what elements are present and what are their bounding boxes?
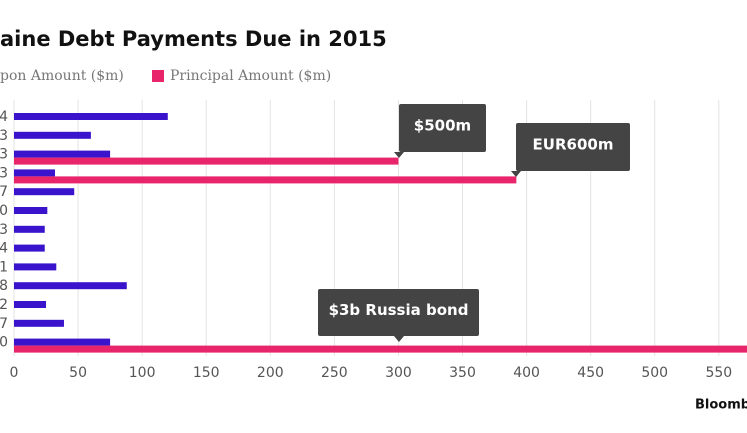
bar <box>14 157 399 165</box>
x-tick-label: 200 <box>257 365 284 381</box>
y-tick-label: 3 <box>0 128 8 144</box>
x-tick-label: 400 <box>513 365 540 381</box>
x-tick-label: 0 <box>10 365 19 381</box>
y-tick-label: 0 <box>0 335 8 351</box>
x-tick-label: 350 <box>449 365 476 381</box>
bars <box>14 113 747 353</box>
y-tick-label: 2 <box>0 297 8 313</box>
x-tick-label: 50 <box>69 365 87 381</box>
bar <box>14 301 47 308</box>
bar <box>14 207 48 214</box>
y-tick-label: 21 <box>0 259 8 275</box>
x-tick-label: 150 <box>193 365 220 381</box>
bar <box>14 176 517 184</box>
bar <box>14 131 91 139</box>
bar <box>14 345 747 353</box>
x-tick-label: 250 <box>321 365 348 381</box>
callout-pointer <box>394 152 404 158</box>
x-tick-label: 300 <box>385 365 412 381</box>
x-tick-label: 100 <box>129 365 156 381</box>
bar <box>14 338 111 346</box>
bar <box>14 225 45 233</box>
bar <box>14 188 75 196</box>
y-tick-label: 3 <box>0 222 8 238</box>
bar <box>14 244 45 252</box>
annotation: $3b Russia bond <box>329 301 469 319</box>
legend-label: Principal Amount ($m) <box>170 68 331 84</box>
legend-swatch <box>152 70 164 82</box>
legend-label: pon Amount ($m) <box>0 68 124 84</box>
y-tick-label: 4 <box>0 241 8 257</box>
y-tick-label: 7 <box>0 184 8 200</box>
bar <box>14 169 56 177</box>
callout-box <box>399 104 486 152</box>
grid <box>13 100 720 356</box>
chart-title: aine Debt Payments Due in 2015 <box>0 27 387 51</box>
x-tick-label: 500 <box>641 365 668 381</box>
y-tick-label: 8 <box>0 278 8 294</box>
y-tick-label: 4 <box>0 109 8 125</box>
callout-box <box>516 123 630 171</box>
y-tick-label: 0 <box>0 203 8 219</box>
callout-box <box>318 289 479 336</box>
x-tick-label: 450 <box>577 365 604 381</box>
callout-pointer <box>511 171 521 177</box>
bar <box>14 263 57 271</box>
y-tick-label: 7 <box>0 316 8 332</box>
y-tick-label: 3 <box>0 147 8 163</box>
bar <box>14 113 168 120</box>
source: Bloomb <box>695 398 747 413</box>
x-tick-label: 550 <box>705 365 732 381</box>
bar <box>14 282 127 290</box>
annotation: EUR600m <box>533 136 614 154</box>
bar <box>14 319 64 327</box>
annotation: $500m <box>414 117 471 135</box>
y-tick-label: 3 <box>0 165 8 181</box>
callout-pointer <box>394 336 404 342</box>
bar <box>14 150 111 158</box>
